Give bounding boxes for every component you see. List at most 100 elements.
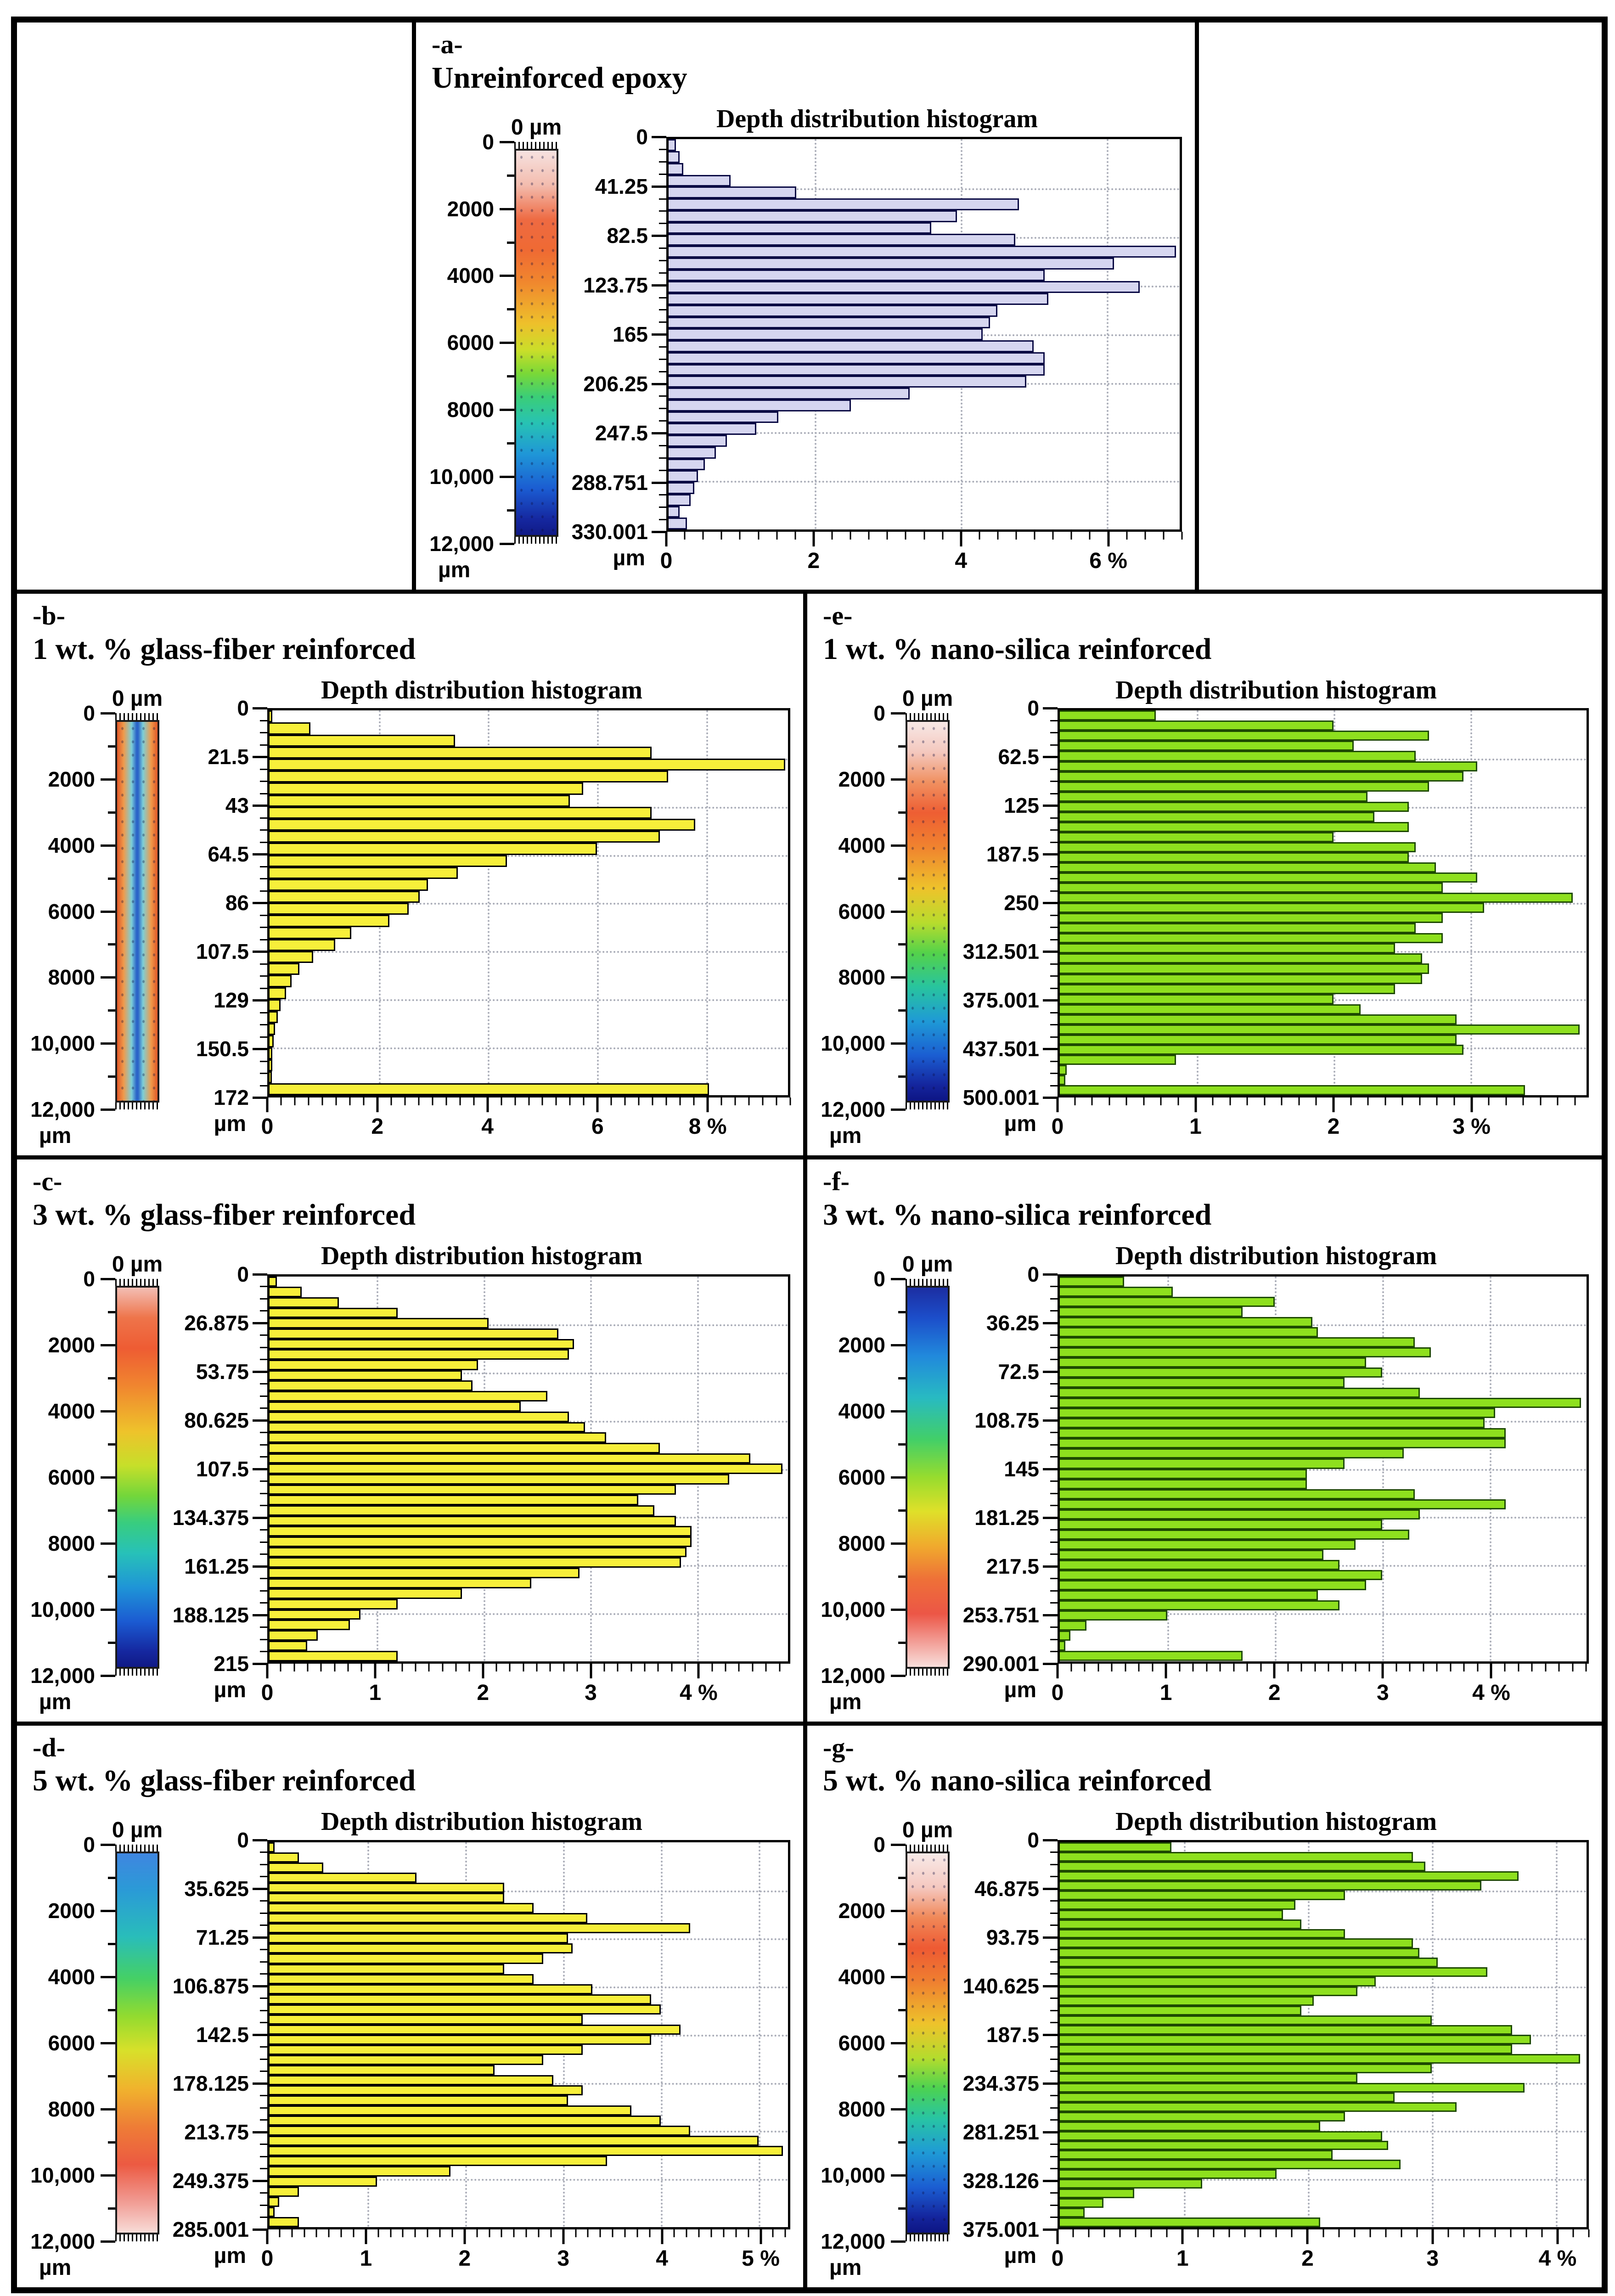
y-axis-tick: [652, 136, 666, 139]
histogram-bar: [1060, 1044, 1463, 1055]
histogram-bar: [270, 1883, 505, 1893]
histogram-bar: [1060, 2169, 1277, 2179]
x-axis-tick: [649, 2229, 651, 2237]
x-axis-tick: [1192, 1663, 1194, 1671]
histogram-bar: [270, 2024, 681, 2035]
histogram-bar: [669, 198, 1019, 210]
x-axis-tick: [587, 2229, 589, 2237]
y-axis-tick: [253, 951, 267, 953]
histogram-bar: [1060, 1996, 1314, 2006]
histogram-bar: [669, 435, 727, 447]
y-axis-minor-tick: [1050, 1310, 1058, 1312]
strip-axis: 0 2000 4000 6000 8000 10,000 12,000: [821, 1267, 906, 1688]
strip-ruler-bottom: [906, 2234, 950, 2241]
strip-axis-minor-tick: [108, 1943, 115, 1946]
x-axis-tick: [1103, 2229, 1105, 2237]
histogram-grid: 0 36.25 72.5 108.75 145 181.25 217.5 253.751 290…: [963, 1262, 1589, 1718]
x-axis-tick: [1298, 1097, 1300, 1106]
x-axis-tick: [374, 1663, 377, 1678]
x-axis-tick: [1470, 1097, 1473, 1113]
strip-axis-tick: [101, 1109, 115, 1111]
y-axis-minor-tick: [659, 506, 666, 508]
histogram-bar: [1060, 2044, 1513, 2054]
x-axis-tick-label: 1: [1159, 1680, 1172, 1705]
x-axis-tick: [1384, 1097, 1386, 1106]
histogram-bar: [270, 2075, 553, 2086]
x-axis-tick: [1525, 2229, 1527, 2237]
y-axis-tick-label: 62.5: [998, 745, 1039, 769]
y-axis-minor-tick: [260, 975, 267, 977]
strip-axis-tick: [891, 1844, 906, 1846]
histogram-bar: [1060, 1479, 1307, 1489]
y-axis-minor-tick: [260, 744, 267, 746]
depth-map-image: [115, 1851, 159, 2234]
histogram-bar: [1060, 1958, 1438, 1968]
y-axis-minor-tick: [659, 408, 666, 410]
x-axis-tick: [1585, 1663, 1587, 1671]
x-axis-tick: [280, 1097, 282, 1106]
x-axis-tick: [320, 1663, 322, 1671]
histogram-bar: [1060, 1378, 1345, 1388]
depth-map-image: [115, 1286, 159, 1669]
histogram-bars: [669, 139, 1180, 530]
y-axis-minor-tick: [1050, 1505, 1058, 1507]
histogram-bar: [1060, 2179, 1203, 2189]
histogram-bars: [270, 1842, 788, 2227]
panel-body: 0 µm 0 2000 4000 6000 8000 10,000 12,000 µm De…: [30, 1808, 790, 2284]
x-axis-tick: [376, 1097, 379, 1113]
histogram-bar: [270, 2095, 568, 2106]
x-axis-tick: [1338, 2229, 1340, 2237]
histogram-grid: 0 62.5 125 187.5 250 312.501 375.001 437.501 500…: [962, 696, 1589, 1152]
y-axis-minor-tick: [1050, 841, 1058, 843]
y-axis-unit-label: µm: [214, 2243, 246, 2268]
x-axis-tick: [784, 2229, 786, 2237]
y-axis-minor-tick: [1050, 914, 1058, 916]
histogram-bar: [1060, 1296, 1275, 1307]
y-axis-minor-tick: [260, 1310, 267, 1312]
histogram-bar: [270, 1630, 318, 1641]
strip-axis-tick: [891, 1910, 906, 1913]
y-axis-tick: [1043, 1097, 1058, 1099]
y-axis-minor-tick: [260, 2204, 267, 2206]
strip-axis-tick-label: 0: [873, 701, 885, 725]
y-axis-minor-tick: [1050, 2071, 1058, 2072]
y-axis-tick: [253, 1097, 267, 1099]
x-axis-tick: [1246, 1663, 1248, 1671]
strip-axis-minor-tick: [108, 1641, 115, 1644]
histogram-bar: [270, 2156, 607, 2167]
histogram-bar: [669, 210, 957, 222]
strip-ruler-bottom: [115, 2234, 159, 2241]
x-axis-tick: [1275, 2229, 1277, 2237]
y-axis-minor-tick: [260, 1359, 267, 1361]
y-axis-minor-tick: [1050, 927, 1058, 929]
x-axis-tick: [652, 1097, 653, 1106]
y-axis-tick-label: 80.625: [184, 1408, 249, 1432]
histogram-grid: 0 21.5 43 64.5 86 107.5 129 150.5 172 µm 0 2 4 6 8 %: [173, 696, 791, 1152]
x-axis-tick: [266, 1097, 269, 1113]
x-axis-tick: [509, 1663, 511, 1671]
strip-axis-tick-label: 6000: [48, 899, 95, 923]
x-axis-tick: [850, 532, 851, 540]
histogram-bar: [270, 1568, 580, 1578]
x-axis-tick: [583, 1097, 585, 1106]
x-axis-tick: [486, 1097, 489, 1113]
strip-column: [514, 141, 558, 544]
x-axis-tick: [1367, 1097, 1369, 1106]
x-axis-tick: [315, 2229, 317, 2237]
histogram-bar: [1060, 2092, 1395, 2102]
x-axis-tick: [489, 2229, 490, 2237]
y-axis-tick-label: 129: [214, 988, 249, 1013]
x-axis-tick: [576, 1663, 578, 1671]
x-axis: 0 1 2 3 4 %: [1052, 2229, 1590, 2284]
x-axis-tick: [360, 1663, 362, 1671]
histogram-bar: [1060, 1469, 1307, 1479]
x-axis-tick: [1260, 1663, 1262, 1671]
histogram-bar: [1060, 1418, 1485, 1429]
gridline-horizontal: [270, 855, 788, 857]
histogram-bar: [1060, 781, 1429, 792]
histogram-bar: [1060, 2006, 1302, 2016]
histogram-bar: [270, 2105, 632, 2116]
y-axis-tick-label: 312.501: [962, 940, 1039, 964]
strip-ruler-top: [906, 713, 950, 720]
strip-axis-tick: [500, 208, 514, 210]
